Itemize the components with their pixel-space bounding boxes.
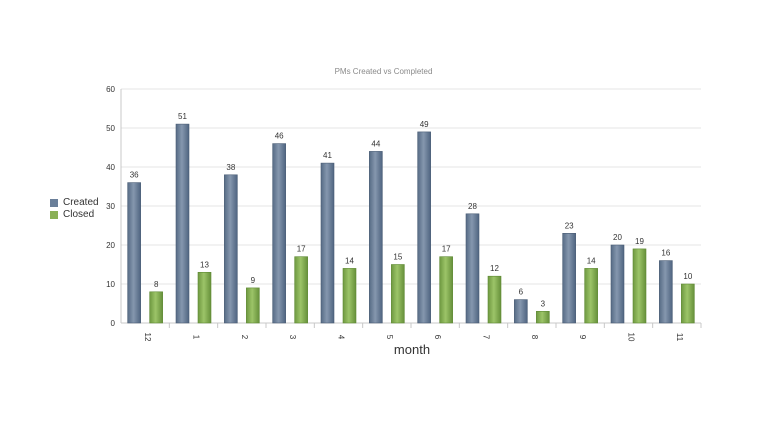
data-label-closed: 12 <box>490 264 499 273</box>
y-tick-label: 30 <box>106 202 115 211</box>
bar-closed <box>246 287 260 324</box>
legend-label-created: Created <box>63 197 99 208</box>
y-tick-label: 0 <box>111 319 116 328</box>
bar-created <box>224 174 238 324</box>
data-label-created: 51 <box>178 112 187 121</box>
bars <box>127 123 695 324</box>
bar-closed <box>439 256 453 324</box>
bar-closed <box>391 264 405 324</box>
x-tick-label: 1 <box>192 335 201 340</box>
data-label-closed: 13 <box>200 260 209 269</box>
legend-item-closed[interactable]: Closed <box>50 209 99 221</box>
x-tick-label: 7 <box>482 335 491 340</box>
bar-created <box>320 162 335 324</box>
bar-created <box>175 123 190 324</box>
data-label-created: 44 <box>371 139 380 148</box>
legend-swatch-created <box>50 199 58 207</box>
data-label-closed: 3 <box>541 299 546 308</box>
data-label-closed: 9 <box>251 276 256 285</box>
bar-closed <box>294 256 308 324</box>
data-label-created: 41 <box>323 151 332 160</box>
y-tick-label: 50 <box>106 124 115 133</box>
data-labels: 36 8 51 13 38 9 46 17 41 14 44 15 49 17 28 12 6 3 23 14 20 19… <box>130 112 693 308</box>
bar-closed <box>197 271 212 324</box>
x-axis-title: month <box>393 342 431 357</box>
x-tick-label: 2 <box>240 335 249 340</box>
bar-created <box>272 143 286 324</box>
x-tick-label: 6 <box>433 335 442 340</box>
bar-created <box>562 233 576 324</box>
data-label-created: 36 <box>130 171 139 180</box>
x-tick-label: 3 <box>288 335 297 340</box>
bar-closed <box>536 310 550 324</box>
bar-created <box>659 260 673 324</box>
data-label-created: 20 <box>613 233 622 242</box>
x-tick-label: 4 <box>337 335 346 340</box>
data-label-closed: 8 <box>154 280 159 289</box>
bar-closed <box>149 291 163 324</box>
data-label-created: 6 <box>519 288 524 297</box>
y-tick-label: 20 <box>106 241 115 250</box>
data-label-created: 49 <box>420 120 429 129</box>
x-tick-label: 9 <box>578 335 587 340</box>
x-tick-label: 10 <box>627 333 636 342</box>
bar-created <box>127 182 141 324</box>
bar-closed <box>681 283 695 324</box>
x-tick-label: 12 <box>143 333 152 342</box>
legend-label-closed: Closed <box>63 209 95 220</box>
data-label-created: 16 <box>661 249 670 258</box>
data-label-closed: 19 <box>635 237 644 246</box>
data-label-closed: 14 <box>587 256 596 265</box>
bar-created <box>417 131 431 324</box>
bar-closed <box>487 275 502 324</box>
bar-closed <box>342 268 357 324</box>
data-label-created: 28 <box>468 202 477 211</box>
legend: Created Closed <box>50 197 99 221</box>
data-label-created: 23 <box>565 221 574 230</box>
bar-created <box>369 151 383 324</box>
legend-swatch-closed <box>50 211 58 219</box>
y-tick-label: 40 <box>106 163 115 172</box>
chart-title: PMs Created vs Completed <box>334 67 433 76</box>
bar-created <box>514 299 528 324</box>
x-tick-label: 8 <box>530 335 539 340</box>
data-label-closed: 17 <box>442 245 451 254</box>
y-tick-label: 10 <box>106 280 115 289</box>
data-label-closed: 17 <box>297 245 306 254</box>
bar-created <box>610 244 625 324</box>
x-tick-label: 11 <box>675 333 684 342</box>
bar-created <box>465 213 480 324</box>
bar-closed <box>584 268 598 324</box>
y-tick-label: 60 <box>106 85 115 94</box>
bar-closed <box>632 248 647 324</box>
data-label-created: 38 <box>226 163 235 172</box>
data-label-created: 46 <box>275 132 284 141</box>
legend-item-created[interactable]: Created <box>50 197 99 209</box>
data-label-closed: 10 <box>683 272 692 281</box>
data-label-closed: 15 <box>393 253 402 262</box>
x-tick-label: 5 <box>385 335 394 340</box>
data-label-closed: 14 <box>345 256 354 265</box>
